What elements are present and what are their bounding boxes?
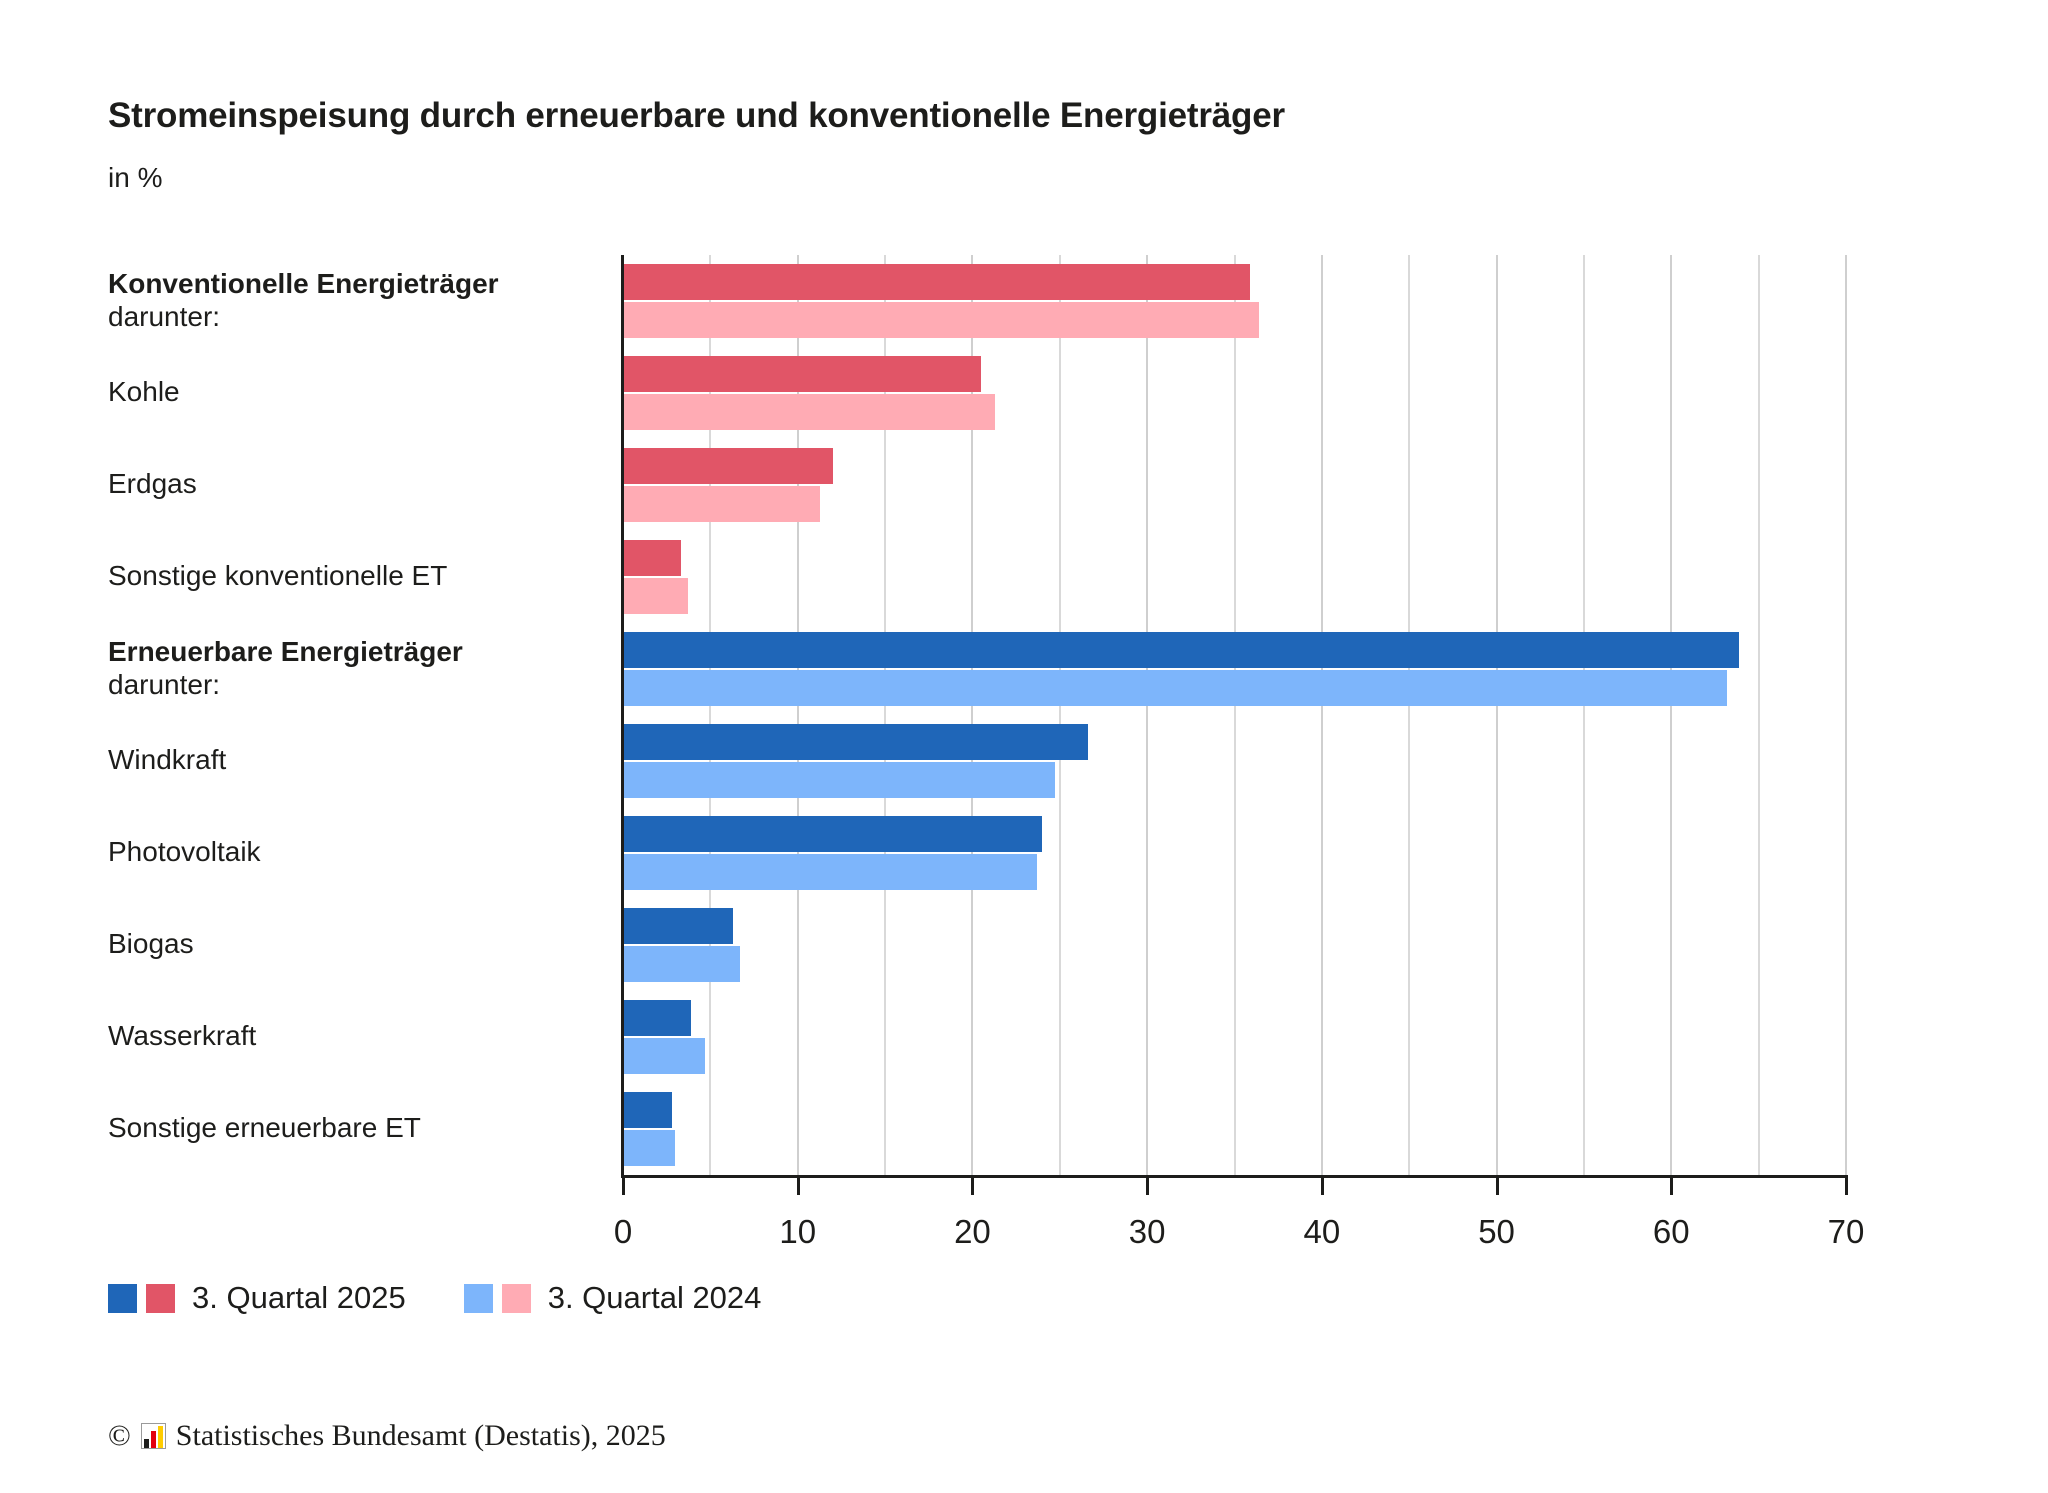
category-label-text: Sonstige erneuerbare ET	[108, 1112, 421, 1143]
footer: © Statistisches Bundesamt (Destatis), 20…	[108, 1419, 666, 1453]
category-label-text: Sonstige konventionelle ET	[108, 560, 448, 591]
bar	[623, 908, 734, 944]
category-label-text: Erneuerbare Energieträger	[108, 636, 463, 667]
x-tick-label: 0	[613, 1213, 633, 1250]
bar	[623, 578, 688, 614]
x-tick-label: 40	[1303, 1213, 1341, 1250]
x-tick	[1146, 1177, 1150, 1195]
gridline-major	[1495, 255, 1498, 1175]
gridline-major	[1320, 255, 1323, 1175]
legend-swatch	[146, 1283, 175, 1313]
category-label: Erneuerbare Energieträger darunter:	[108, 635, 463, 701]
footer-text: Statistisches Bundesamt (Destatis), 2025	[175, 1419, 666, 1452]
bar	[623, 540, 681, 576]
category-label-text: Wasserkraft	[108, 1020, 257, 1051]
x-tick-label: 60	[1652, 1213, 1690, 1250]
category-sublabel-text: darunter:	[108, 301, 221, 333]
category-label: Kohle	[108, 375, 180, 408]
bar	[623, 486, 821, 522]
x-tick-label: 70	[1827, 1213, 1865, 1250]
x-tick	[622, 1177, 625, 1195]
bar	[623, 724, 1088, 760]
x-tick	[1670, 1177, 1674, 1195]
chart-subtitle: in %	[108, 162, 163, 193]
category-label: Wasserkraft	[108, 1019, 256, 1052]
bar	[623, 816, 1043, 852]
gridline-major	[796, 255, 799, 1175]
x-tick	[971, 1177, 975, 1195]
category-label-text: Windkraft	[108, 744, 227, 775]
legend-label: 3. Quartal 2024	[547, 1280, 762, 1315]
bar	[623, 1000, 692, 1036]
gridline-minor	[1058, 255, 1061, 1175]
x-tick-label: 30	[1128, 1213, 1166, 1250]
category-label: Erdgas	[108, 467, 197, 500]
plot-area	[621, 255, 1848, 1195]
legend-swatch	[463, 1283, 493, 1313]
bar	[623, 302, 1259, 338]
category-sublabel-text: darunter:	[108, 669, 221, 701]
bar	[623, 946, 741, 982]
bar	[623, 632, 1740, 668]
x-tick	[1495, 1177, 1499, 1195]
gridline-minor	[884, 255, 887, 1175]
x-axis-line	[621, 1175, 1848, 1178]
legend-item[interactable]: 3. Quartal 2024	[463, 1280, 762, 1316]
gridline-minor	[1757, 255, 1760, 1175]
legend-swatch	[108, 1283, 137, 1313]
gridline-major	[971, 255, 974, 1175]
gridline-major	[1146, 255, 1149, 1175]
bar	[623, 854, 1038, 890]
legend-item[interactable]: 3. Quartal 2025	[108, 1280, 406, 1316]
bar	[623, 762, 1055, 798]
category-label-text: Erdgas	[108, 468, 197, 499]
page-title: Stromeinspeisung durch erneuerbare und k…	[108, 96, 1285, 135]
category-label: Windkraft	[108, 743, 226, 776]
bar	[623, 264, 1251, 300]
y-axis-line	[621, 255, 624, 1175]
category-label: Sonstige erneuerbare ET	[108, 1111, 421, 1144]
gridline-minor	[1408, 255, 1411, 1175]
bar	[623, 394, 996, 430]
category-label: Konventionelle Energieträger darunter:	[108, 267, 499, 333]
bar	[623, 670, 1728, 706]
gridline-major	[1845, 255, 1847, 1175]
copyright-icon: ©	[108, 1419, 131, 1452]
destatis-logo-icon	[140, 1423, 166, 1449]
bar	[623, 1038, 706, 1074]
gridline-minor	[1582, 255, 1585, 1175]
x-tick-label: 50	[1478, 1213, 1515, 1250]
bar	[623, 448, 833, 484]
category-label: Sonstige konventionelle ET	[108, 559, 447, 592]
category-label-text: Konventionelle Energieträger	[108, 268, 499, 299]
category-label: Biogas	[108, 927, 194, 960]
gridline-minor	[1233, 255, 1236, 1175]
legend-swatch-group	[463, 1283, 531, 1313]
x-tick-label: 20	[954, 1213, 991, 1250]
x-tick	[796, 1177, 800, 1195]
x-tick-label: 10	[779, 1213, 817, 1250]
legend-swatch-group	[108, 1283, 175, 1313]
x-tick	[1845, 1177, 1848, 1195]
category-label-text: Kohle	[108, 376, 180, 407]
category-label-text: Biogas	[108, 928, 194, 959]
x-tick	[1320, 1177, 1324, 1195]
gridline-minor	[709, 255, 712, 1175]
gridline-major	[1670, 255, 1673, 1175]
chart-legend: 3. Quartal 2025 3. Quartal 2024	[108, 1280, 761, 1316]
bar	[623, 1092, 672, 1128]
bar	[623, 1130, 676, 1166]
bar	[623, 356, 982, 392]
category-label-text: Photovoltaik	[108, 836, 261, 867]
category-label: Photovoltaik	[108, 835, 261, 868]
legend-swatch	[501, 1283, 531, 1313]
legend-label: 3. Quartal 2025	[192, 1280, 406, 1315]
